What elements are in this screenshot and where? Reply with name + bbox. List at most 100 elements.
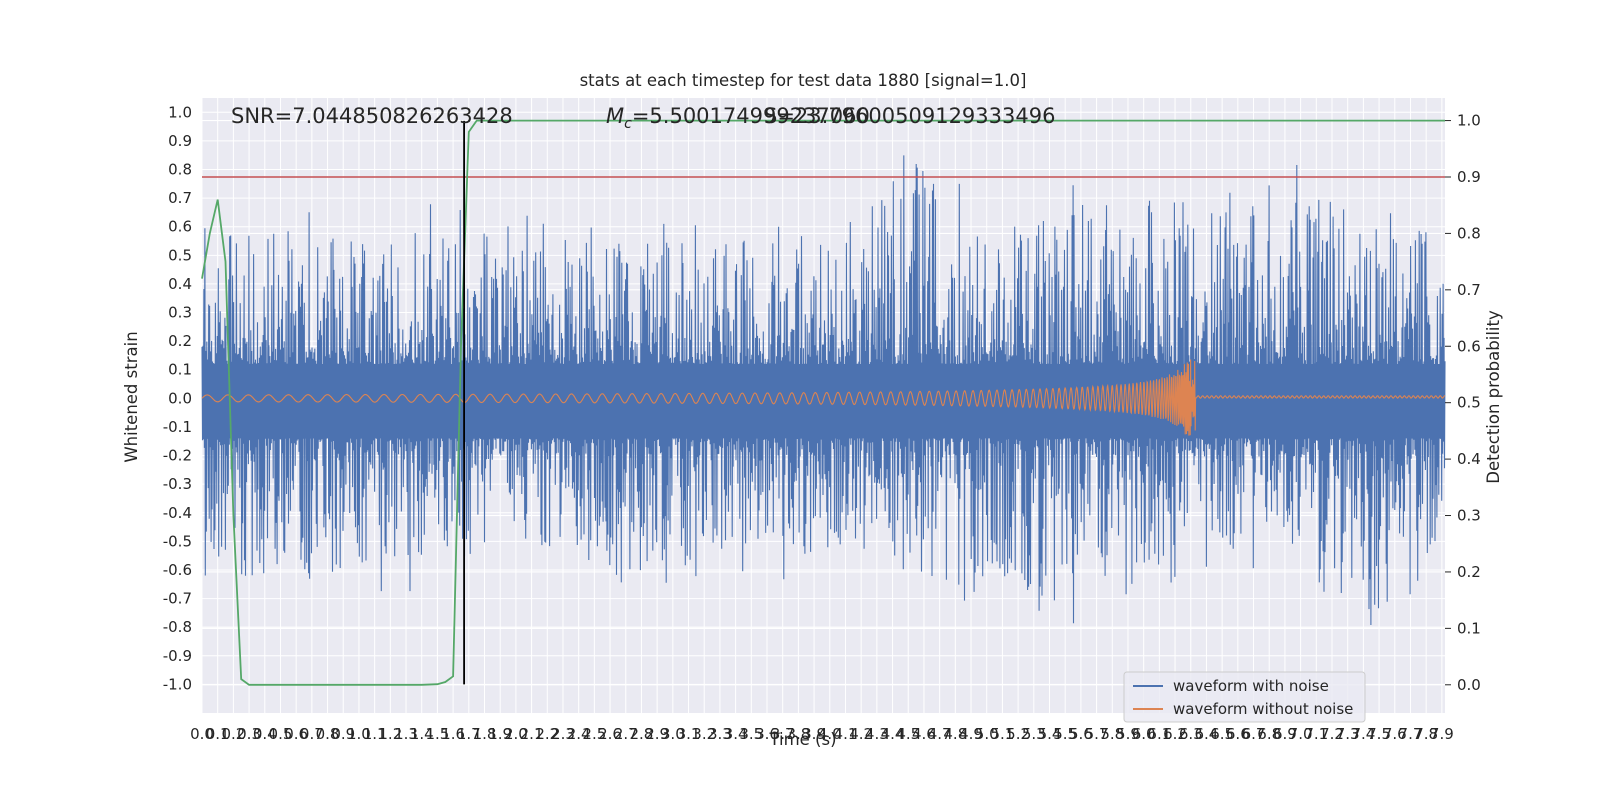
legend-label-clean: waveform without noise xyxy=(1173,700,1353,718)
x-tick-label: 4.9 xyxy=(959,725,983,743)
y-tick-label: -0.3 xyxy=(163,475,192,493)
x-tick-label: 3.9 xyxy=(802,725,826,743)
x-tick-label: 0.9 xyxy=(331,725,355,743)
x-tick-label: 7.4 xyxy=(1351,725,1375,743)
x-tick-label: 7.0 xyxy=(1289,725,1313,743)
right-y-tick-label: 0.1 xyxy=(1457,619,1481,637)
x-tick-label: 7.8 xyxy=(1414,725,1438,743)
right-y-tick-label: 0.3 xyxy=(1457,507,1481,525)
x-tick-label: 0.5 xyxy=(269,725,293,743)
legend-label-noise: waveform with noise xyxy=(1173,677,1329,695)
y-tick-label: -0.2 xyxy=(163,447,192,465)
x-tick-label: 7.6 xyxy=(1383,725,1407,743)
y-tick-label: -0.4 xyxy=(163,504,192,522)
series-waveform-with-noise xyxy=(201,155,1446,626)
x-tick-label: 0.0 xyxy=(190,725,214,743)
x-tick-label: 3.8 xyxy=(786,725,810,743)
x-tick-label: 3.4 xyxy=(724,725,748,743)
x-tick-label: 0.4 xyxy=(253,725,277,743)
x-tick-label: 5.9 xyxy=(1116,725,1140,743)
x-tick-label: 1.5 xyxy=(425,725,449,743)
x-tick-label: 3.2 xyxy=(692,725,716,743)
y-tick-label: 0.8 xyxy=(168,161,192,179)
x-tick-label: 0.8 xyxy=(316,725,340,743)
x-tick-label: 2.8 xyxy=(630,725,654,743)
y-tick-label: 0.2 xyxy=(168,332,192,350)
annotation-mc-symbol: M xyxy=(606,104,624,128)
y-tick-label: 0.5 xyxy=(168,246,192,264)
x-tick-label: 2.3 xyxy=(551,725,575,743)
x-tick-label: 7.7 xyxy=(1399,725,1423,743)
y-tick-label: 0.4 xyxy=(168,275,192,293)
x-tick-label: 7.3 xyxy=(1336,725,1360,743)
x-tick-label: 6.2 xyxy=(1163,725,1187,743)
x-tick-label: 2.6 xyxy=(598,725,622,743)
x-tick-label: 1.8 xyxy=(473,725,497,743)
x-tick-label: 5.7 xyxy=(1085,725,1109,743)
x-tick-label: 0.6 xyxy=(284,725,308,743)
x-tick-label: 3.1 xyxy=(677,725,701,743)
y-tick-label: -0.5 xyxy=(163,532,192,550)
right-y-tick-label: 0.7 xyxy=(1457,281,1481,299)
x-tick-label: 2.0 xyxy=(504,725,528,743)
y-tick-label: 0.7 xyxy=(168,189,192,207)
x-tick-label: 1.1 xyxy=(363,725,387,743)
x-tick-label: 3.7 xyxy=(771,725,795,743)
x-tick-label: 7.1 xyxy=(1304,725,1328,743)
x-tick-label: 6.6 xyxy=(1226,725,1250,743)
x-tick-label: 6.7 xyxy=(1242,725,1266,743)
x-tick-label: 3.0 xyxy=(661,725,685,743)
x-tick-label: 7.9 xyxy=(1430,725,1454,743)
x-tick-label: 2.9 xyxy=(645,725,669,743)
y-axis-label: Whitened strain xyxy=(122,331,141,462)
y-tick-label: -1.0 xyxy=(163,675,192,693)
x-axis-label: Time (s) xyxy=(768,730,836,749)
plot-series-group xyxy=(201,119,1446,686)
y-tick-label: -0.6 xyxy=(163,561,192,579)
x-tick-label: 2.4 xyxy=(567,725,591,743)
x-tick-label: 7.2 xyxy=(1320,725,1344,743)
x-tick-label: 6.9 xyxy=(1273,725,1297,743)
x-tick-label: 0.7 xyxy=(300,725,324,743)
right-y-tick-label: 0.5 xyxy=(1457,394,1481,412)
x-tick-label: 3.6 xyxy=(755,725,779,743)
x-tick-label: 4.7 xyxy=(928,725,952,743)
right-y-tick-label: 0.6 xyxy=(1457,337,1481,355)
right-y-axis-label: Detection probability xyxy=(1484,310,1503,484)
x-tick-label: 2.5 xyxy=(582,725,606,743)
x-tick-label: 1.4 xyxy=(410,725,434,743)
x-tick-label: 4.6 xyxy=(912,725,936,743)
right-y-tick-label: 0.0 xyxy=(1457,676,1481,694)
right-y-tick-label: 0.9 xyxy=(1457,168,1481,186)
y-tick-label: 1.0 xyxy=(168,103,192,121)
y-tick-label: 0.0 xyxy=(168,389,192,407)
x-tick-label: 6.4 xyxy=(1195,725,1219,743)
x-tick-label: 4.1 xyxy=(834,725,858,743)
annotation-mc-subscript: c xyxy=(624,116,632,132)
x-tick-label: 7.5 xyxy=(1367,725,1391,743)
y-tick-label: -0.7 xyxy=(163,590,192,608)
y-tick-labels: 1.0 0.9 0.8 0.7 0.6 0.5 0.4 0.3 0.2 0.1 0.0 -0.1 -0.… xyxy=(163,103,192,693)
x-tick-label: 6.8 xyxy=(1257,725,1281,743)
x-tick-label: 5.4 xyxy=(1038,725,1062,743)
x-tick-label: 4.2 xyxy=(849,725,873,743)
x-tick-label: 5.1 xyxy=(990,725,1014,743)
x-tick-label: 2.2 xyxy=(535,725,559,743)
x-tick-label: 5.0 xyxy=(975,725,999,743)
x-tick-label: 1.7 xyxy=(457,725,481,743)
x-tick-label: 2.1 xyxy=(520,725,544,743)
x-tick-label: 2.7 xyxy=(614,725,638,743)
series-detection-probability xyxy=(201,119,1445,686)
x-tick-label: 5.5 xyxy=(1053,725,1077,743)
x-tick-label: 5.8 xyxy=(1100,725,1124,743)
y-tick-label: -0.8 xyxy=(163,618,192,636)
x-tick-label: 1.3 xyxy=(394,725,418,743)
x-tick-label: 6.1 xyxy=(1147,725,1171,743)
x-tick-label: 1.9 xyxy=(488,725,512,743)
y-tick-label: 0.9 xyxy=(168,132,192,150)
right-y-tick-label: 0.8 xyxy=(1457,224,1481,242)
right-y-tick-label: 0.4 xyxy=(1457,450,1481,468)
y-tick-label: 0.1 xyxy=(168,361,192,379)
x-tick-label: 0.2 xyxy=(221,725,245,743)
